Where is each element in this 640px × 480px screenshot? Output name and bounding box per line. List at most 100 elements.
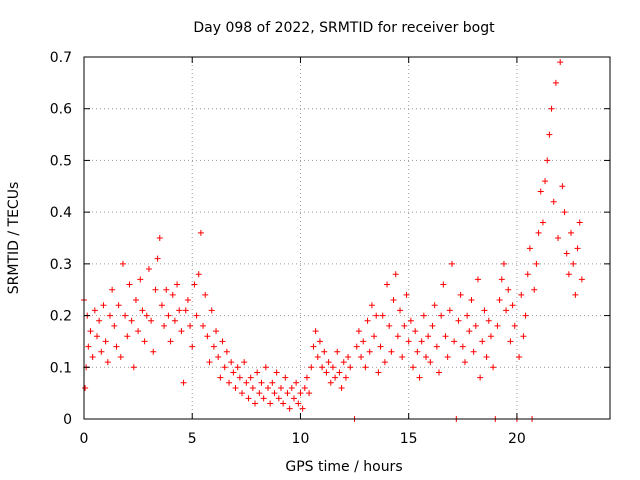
data-point bbox=[254, 369, 261, 376]
data-point bbox=[327, 379, 334, 386]
data-point bbox=[319, 364, 326, 371]
data-point bbox=[394, 333, 401, 340]
data-point bbox=[130, 364, 137, 371]
x-tick-label: 0 bbox=[80, 431, 89, 447]
data-point bbox=[310, 343, 317, 350]
data-point bbox=[178, 328, 185, 335]
data-point bbox=[518, 291, 525, 298]
data-point bbox=[299, 405, 306, 412]
data-point bbox=[321, 348, 328, 355]
data-point bbox=[578, 276, 585, 283]
data-points bbox=[81, 59, 585, 422]
data-point bbox=[533, 260, 540, 267]
data-point bbox=[485, 317, 492, 324]
data-point bbox=[241, 359, 248, 366]
data-point bbox=[379, 312, 386, 319]
data-point bbox=[522, 312, 529, 319]
data-point bbox=[565, 271, 572, 278]
data-point bbox=[169, 291, 176, 298]
data-point bbox=[392, 271, 399, 278]
data-point bbox=[371, 333, 378, 340]
data-point bbox=[210, 343, 217, 350]
data-point bbox=[182, 307, 189, 314]
data-point bbox=[236, 374, 243, 381]
data-point bbox=[498, 276, 505, 283]
data-point bbox=[102, 338, 109, 345]
data-point bbox=[258, 379, 265, 386]
data-point bbox=[503, 307, 510, 314]
data-point bbox=[468, 297, 475, 304]
data-point bbox=[544, 157, 551, 164]
data-point bbox=[312, 328, 319, 335]
data-point bbox=[362, 364, 369, 371]
data-point bbox=[377, 343, 384, 350]
data-point bbox=[111, 322, 118, 329]
data-point bbox=[325, 359, 332, 366]
data-point bbox=[82, 384, 89, 391]
data-point bbox=[239, 390, 246, 397]
x-axis-label: GPS time / hours bbox=[285, 459, 402, 475]
data-point bbox=[295, 400, 302, 407]
data-point bbox=[165, 312, 172, 319]
data-point bbox=[163, 286, 170, 293]
data-point bbox=[161, 322, 168, 329]
data-point bbox=[477, 374, 484, 381]
data-point bbox=[520, 333, 527, 340]
x-tick-label: 10 bbox=[292, 431, 310, 447]
data-point bbox=[290, 395, 297, 402]
data-point bbox=[267, 400, 274, 407]
data-point bbox=[472, 322, 479, 329]
data-point bbox=[98, 348, 105, 355]
data-point bbox=[204, 333, 211, 340]
data-point bbox=[87, 328, 94, 335]
data-point bbox=[368, 302, 375, 309]
data-point bbox=[104, 359, 111, 366]
data-point bbox=[444, 353, 451, 360]
data-point bbox=[269, 379, 276, 386]
data-point bbox=[576, 219, 583, 226]
data-point bbox=[288, 384, 295, 391]
data-point bbox=[418, 338, 425, 345]
data-point bbox=[219, 338, 226, 345]
data-point bbox=[148, 317, 155, 324]
data-point bbox=[507, 338, 514, 345]
data-point bbox=[275, 395, 282, 402]
data-point bbox=[399, 353, 406, 360]
data-point bbox=[124, 333, 131, 340]
data-point bbox=[115, 302, 122, 309]
data-point bbox=[187, 322, 194, 329]
data-point bbox=[256, 390, 263, 397]
data-point bbox=[284, 390, 291, 397]
data-point bbox=[557, 59, 564, 66]
data-point bbox=[464, 312, 471, 319]
y-tick-label: 0.2 bbox=[50, 309, 72, 325]
y-tick-label: 0 bbox=[63, 412, 72, 428]
data-point bbox=[89, 353, 96, 360]
data-point bbox=[466, 328, 473, 335]
data-point bbox=[91, 307, 98, 314]
data-point bbox=[126, 281, 133, 288]
data-point bbox=[412, 328, 419, 335]
data-point bbox=[96, 317, 103, 324]
data-point bbox=[329, 364, 336, 371]
data-point bbox=[505, 286, 512, 293]
data-point bbox=[336, 369, 343, 376]
data-point bbox=[381, 359, 388, 366]
data-point bbox=[193, 312, 200, 319]
data-point bbox=[474, 276, 481, 283]
data-point bbox=[264, 384, 271, 391]
y-tick-label: 0.7 bbox=[50, 50, 72, 66]
data-point bbox=[479, 338, 486, 345]
data-point bbox=[431, 302, 438, 309]
data-point bbox=[438, 312, 445, 319]
y-tick-label: 0.4 bbox=[50, 205, 72, 221]
data-point bbox=[247, 374, 254, 381]
data-point bbox=[167, 338, 174, 345]
data-point bbox=[195, 271, 202, 278]
data-point bbox=[180, 379, 187, 386]
data-point bbox=[215, 353, 222, 360]
data-point bbox=[176, 307, 183, 314]
data-point bbox=[416, 374, 423, 381]
